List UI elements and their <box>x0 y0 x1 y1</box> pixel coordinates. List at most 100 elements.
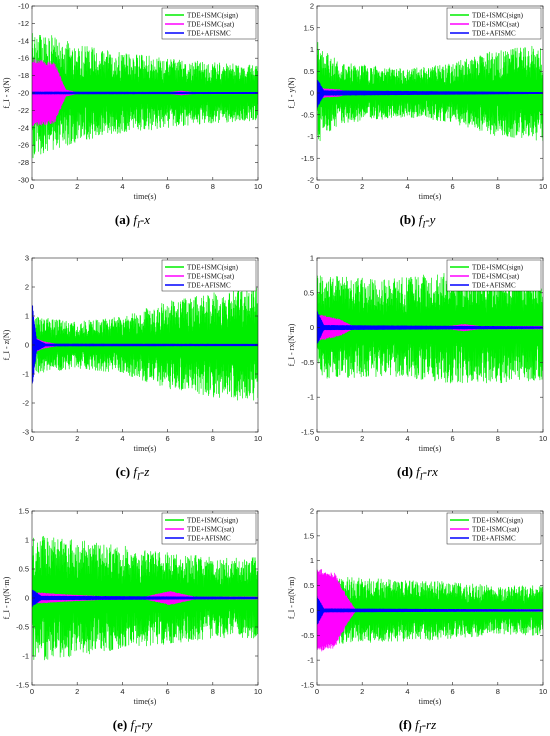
x-tick-label: 8 <box>211 182 215 191</box>
legend-label: TDE+ISMC(sign) <box>472 264 524 272</box>
y-tick-label: 0 <box>25 594 29 603</box>
chart-panel-a: 0 2 4 6 8 10 -30 -28 -26 -24 -22 -20 -18 -16 -14 -12 -10… <box>0 0 265 231</box>
series-line-tde-afismc <box>317 310 543 344</box>
x-tick-label: 6 <box>451 687 455 696</box>
chart-panel-e: 0 2 4 6 8 10 -1.5 -1 -0.5 0 0.5 1 1.5 time(s) f_I - ry… <box>0 505 265 736</box>
panel-caption: (c) fI-z <box>0 464 265 482</box>
y-tick-label: 0.5 <box>19 565 29 574</box>
panel-caption-text: fI-rz <box>415 717 437 735</box>
y-tick-label: 0.5 <box>304 288 314 297</box>
panel-caption-letter: (b) <box>399 212 419 227</box>
legend-label: TDE+ISMC(sign) <box>187 264 239 272</box>
legend: TDE+ISMC(sign)TDE+ISMC(sat)TDE+AFISMC <box>161 259 257 292</box>
x-tick-label: 2 <box>360 687 364 696</box>
x-tick-label: 10 <box>254 434 262 443</box>
series-line-tde-afismc <box>32 305 258 384</box>
y-axis-label: f_I - rz(N·m) <box>287 577 296 620</box>
series-line-tde-ismc-sign- <box>317 271 543 384</box>
y-tick-label: -1 <box>307 132 314 141</box>
y-tick-label: -1.5 <box>301 154 314 163</box>
x-tick-label: 0 <box>315 687 319 696</box>
y-tick-label: -18 <box>18 71 29 80</box>
legend-label: TDE+AFISMC <box>187 535 231 543</box>
panel-caption-letter: (e) <box>112 717 131 732</box>
plot-area <box>317 569 543 652</box>
panel-caption-letter: (f) <box>398 717 416 732</box>
legend: TDE+ISMC(sign)TDE+ISMC(sat)TDE+AFISMC <box>446 512 542 545</box>
x-tick-label: 0 <box>30 687 34 696</box>
x-axis-label: time(s) <box>134 444 157 453</box>
y-tick-label: 3 <box>25 254 29 263</box>
legend: TDE+ISMC(sign)TDE+ISMC(sat)TDE+AFISMC <box>446 7 542 40</box>
legend-label: TDE+AFISMC <box>472 282 516 290</box>
x-axis-label: time(s) <box>419 444 442 453</box>
y-tick-label: 0 <box>310 89 314 98</box>
y-axis-label: f_I - z(N) <box>2 329 11 360</box>
panel-caption-text: fI-z <box>133 464 150 482</box>
y-tick-label: 0 <box>310 606 314 615</box>
x-tick-label: 0 <box>315 434 319 443</box>
legend: TDE+ISMC(sign)TDE+ISMC(sat)TDE+AFISMC <box>161 7 257 40</box>
chart-panel-f: 0 2 4 6 8 10 -1.5 -1 -0.5 0 0.5 1 1.5 2 time(s) f_I - r… <box>285 505 550 736</box>
series-line-tde-ismc-sign- <box>317 576 543 645</box>
x-tick-label: 8 <box>211 434 215 443</box>
y-tick-label: -0.5 <box>301 358 314 367</box>
plot-area <box>32 33 258 159</box>
y-tick-label: -20 <box>18 89 29 98</box>
x-tick-label: 4 <box>405 182 409 191</box>
y-axis-label: f_I - ry(N·m) <box>2 576 11 619</box>
panel-caption-letter: (d) <box>397 464 417 479</box>
y-tick-label: 2 <box>310 2 314 11</box>
x-tick-label: 8 <box>496 434 500 443</box>
legend-label: TDE+AFISMC <box>472 30 516 38</box>
panel-caption-letter: (a) <box>114 212 134 227</box>
legend: TDE+ISMC(sign)TDE+ISMC(sat)TDE+AFISMC <box>161 512 257 545</box>
x-tick-label: 6 <box>166 182 170 191</box>
x-axis-label: time(s) <box>134 697 157 706</box>
y-tick-label: -0.5 <box>301 110 314 119</box>
x-tick-label: 6 <box>451 182 455 191</box>
x-tick-label: 10 <box>254 687 262 696</box>
panel-caption-text: fI-rx <box>416 464 438 482</box>
x-tick-label: 8 <box>496 182 500 191</box>
y-axis-label: f_I - x(N) <box>2 77 11 108</box>
chart-svg: 0 2 4 6 8 10 -30 -28 -26 -24 -22 -20 -18 -16 -14 -12 -10… <box>2 2 262 202</box>
axes-box <box>316 257 544 433</box>
y-tick-label: 1 <box>25 312 29 321</box>
y-tick-label: -1.5 <box>301 681 314 690</box>
panel-caption: (e) fI-ry <box>0 717 265 735</box>
y-tick-label: -2 <box>307 176 314 185</box>
legend-label: TDE+ISMC(sign) <box>187 517 239 525</box>
x-tick-label: 0 <box>30 434 34 443</box>
x-tick-label: 6 <box>166 687 170 696</box>
panel-caption: (b) fI-y <box>285 212 550 230</box>
legend-label: TDE+ISMC(sat) <box>472 21 520 29</box>
legend-label: TDE+ISMC(sign) <box>187 12 239 20</box>
x-tick-label: 8 <box>496 687 500 696</box>
x-tick-label: 4 <box>120 182 124 191</box>
series-line-tde-ismc-sign- <box>32 535 258 661</box>
legend-label: TDE+AFISMC <box>472 535 516 543</box>
y-tick-label: -2 <box>22 399 29 408</box>
y-tick-label: -16 <box>18 54 29 63</box>
y-tick-label: 2 <box>25 283 29 292</box>
y-tick-label: 1 <box>310 556 314 565</box>
x-tick-label: 10 <box>539 182 547 191</box>
series-line-tde-afismc <box>317 79 543 108</box>
panel-caption: (a) fI-x <box>0 212 265 230</box>
axes-box <box>316 510 544 686</box>
legend-label: TDE+ISMC(sat) <box>187 273 235 281</box>
series-line-tde-afismc <box>32 91 258 95</box>
y-tick-label: -1 <box>307 393 314 402</box>
y-tick-label: -12 <box>18 19 29 28</box>
chart-panel-d: 0 2 4 6 8 10 -1.5 -1 -0.5 0 0.5 1 time(s) f_I - rx(N·… <box>285 252 550 483</box>
legend-label: TDE+ISMC(sat) <box>472 273 520 281</box>
y-tick-label: 1 <box>25 536 29 545</box>
y-tick-label: -1 <box>22 370 29 379</box>
y-tick-label: 1.5 <box>19 507 29 516</box>
series-line-tde-ismc-sign- <box>32 287 258 401</box>
y-tick-label: -3 <box>22 428 29 437</box>
x-tick-label: 8 <box>211 687 215 696</box>
y-tick-label: -1 <box>307 656 314 665</box>
legend: TDE+ISMC(sign)TDE+ISMC(sat)TDE+AFISMC <box>446 259 542 292</box>
